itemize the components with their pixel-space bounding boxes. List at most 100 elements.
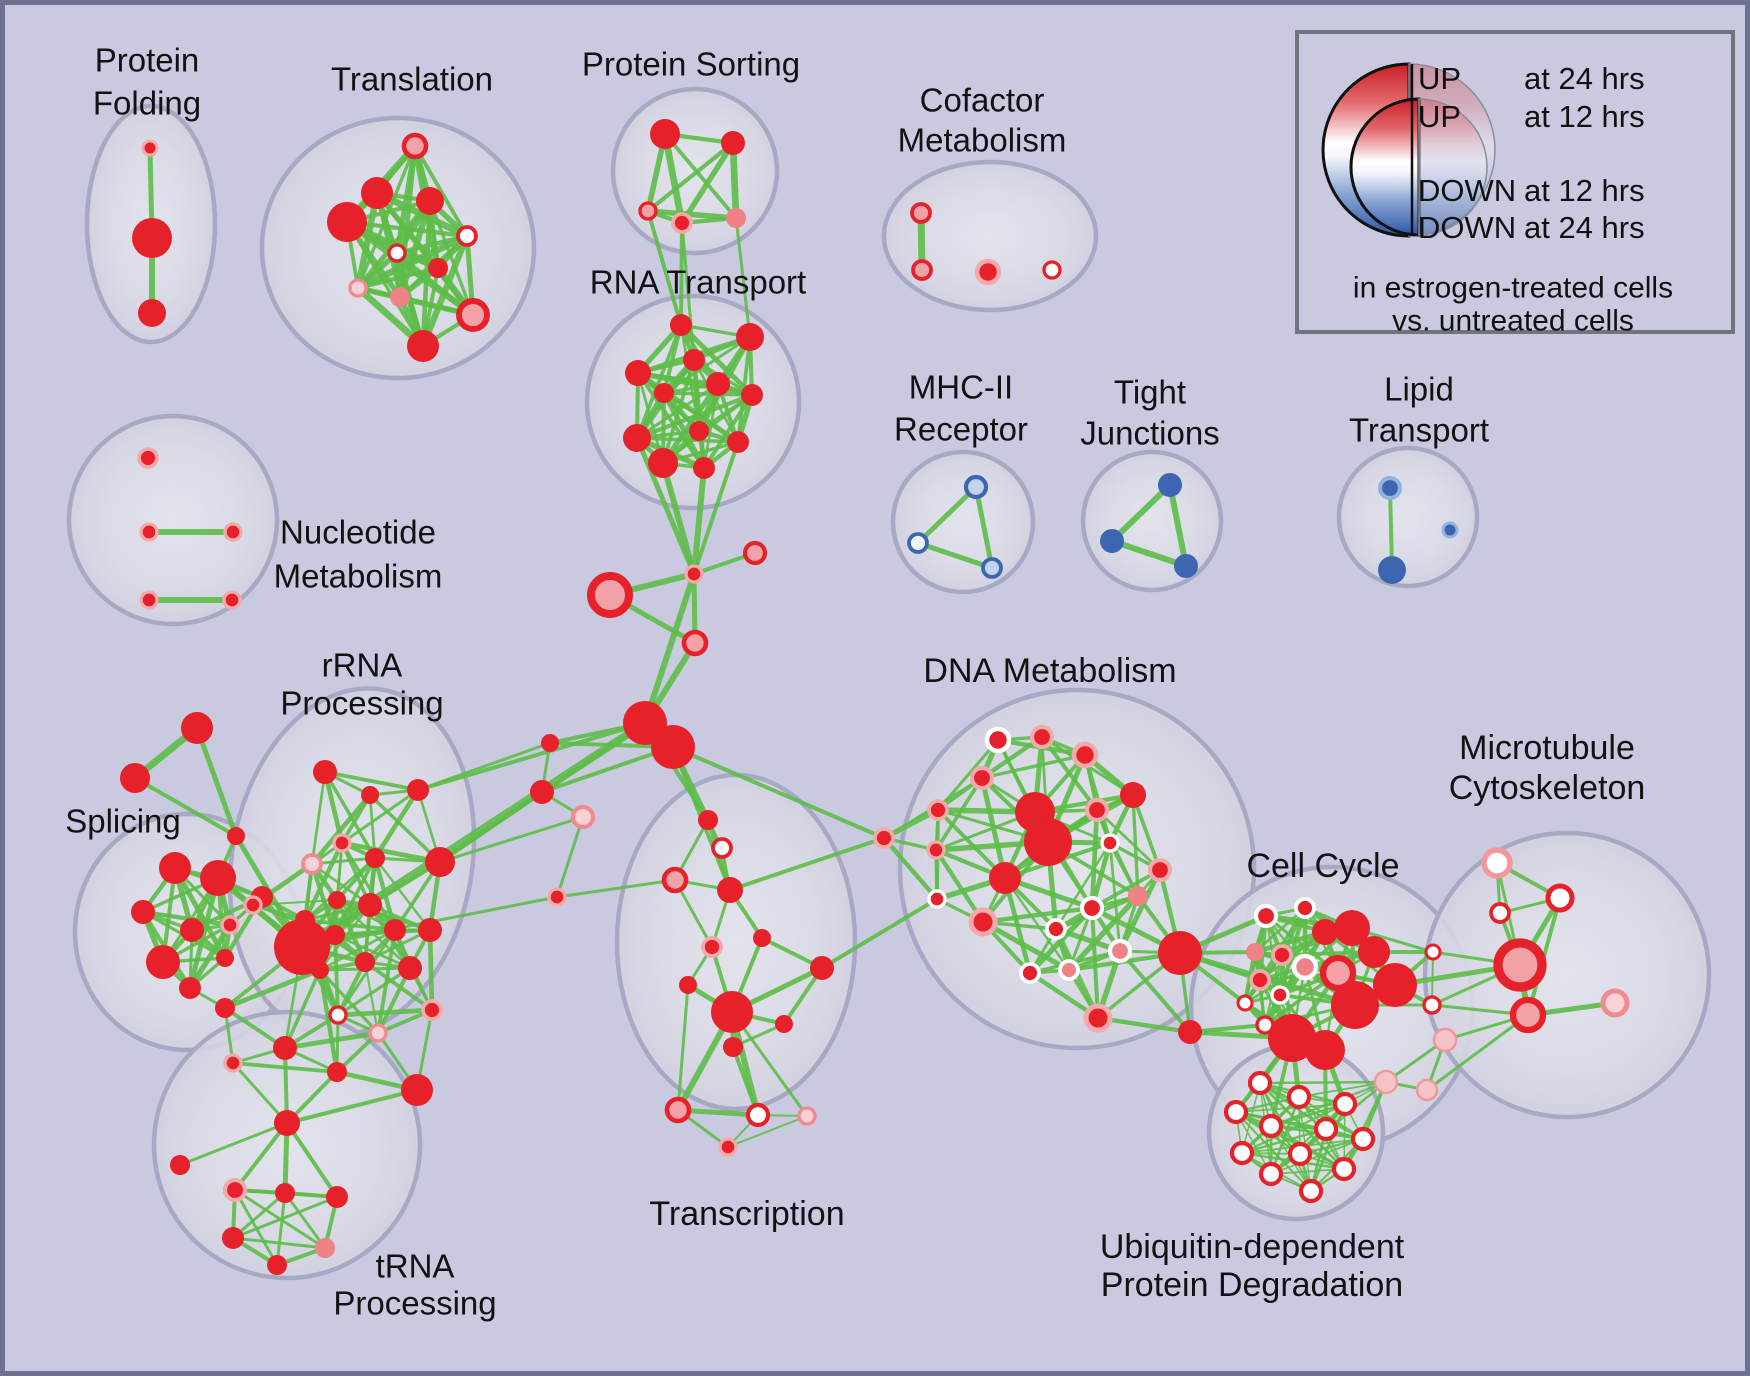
edge bbox=[1298, 1081, 1387, 1098]
cluster-label-c7: Tight bbox=[1114, 374, 1186, 411]
gene-set-node bbox=[325, 925, 345, 945]
gene-set-node bbox=[651, 725, 695, 769]
gene-set-node bbox=[301, 853, 323, 875]
edge bbox=[303, 918, 397, 932]
gene-set-node bbox=[1268, 1014, 1316, 1062]
edge bbox=[354, 232, 471, 292]
edge bbox=[1342, 1080, 1388, 1171]
gene-set-node bbox=[328, 1005, 348, 1025]
gene-set-node bbox=[587, 572, 633, 618]
edge bbox=[635, 323, 683, 440]
edge bbox=[540, 745, 675, 794]
edge bbox=[323, 770, 377, 860]
gene-set-node bbox=[698, 810, 718, 830]
cluster-labels: Protein Folding Translation Protein Sorting… bbox=[65, 42, 1645, 1322]
edge bbox=[231, 1191, 287, 1240]
cluster-label-c6: MHC-II bbox=[909, 369, 1013, 406]
gene-set-node bbox=[390, 287, 410, 307]
cluster-label-c12: Processing bbox=[333, 1285, 496, 1322]
gene-set-node bbox=[275, 1183, 295, 1203]
edge bbox=[1299, 1081, 1387, 1155]
gene-set-node bbox=[222, 1227, 244, 1249]
edge bbox=[645, 140, 736, 214]
gene-set-node bbox=[348, 278, 368, 298]
gene-set-node bbox=[1100, 529, 1124, 553]
gene-set-node bbox=[1441, 521, 1459, 539]
gene-set-node bbox=[1545, 883, 1575, 913]
cluster-label-c17: Ubiquitin-dependent bbox=[1100, 1228, 1405, 1266]
edge bbox=[231, 1195, 339, 1240]
gene-set-node bbox=[1270, 985, 1290, 1005]
gene-set-node bbox=[1258, 1113, 1284, 1139]
gene-set-node bbox=[664, 1096, 692, 1124]
gene-set-node bbox=[267, 1255, 287, 1275]
edge bbox=[428, 199, 475, 317]
cluster-bubble-c7 bbox=[1080, 449, 1224, 593]
edge bbox=[194, 725, 239, 839]
gene-set-node bbox=[873, 827, 895, 849]
cluster-label-c17: Protein Degradation bbox=[1101, 1266, 1403, 1304]
gene-set-node bbox=[727, 431, 749, 453]
legend-direction-label: UP bbox=[1418, 61, 1461, 96]
edge bbox=[1054, 841, 1112, 931]
gene-set-node bbox=[963, 474, 989, 500]
gene-set-node bbox=[1258, 1161, 1284, 1187]
gene-set-node bbox=[910, 202, 932, 224]
gene-set-node bbox=[139, 522, 159, 542]
gene-set-node bbox=[315, 1238, 335, 1258]
edge bbox=[915, 484, 979, 546]
gene-set-node bbox=[706, 372, 730, 396]
gene-set-node bbox=[718, 1137, 738, 1157]
edge bbox=[980, 905, 1095, 925]
edge bbox=[340, 788, 420, 845]
gene-set-node bbox=[398, 956, 422, 980]
edge bbox=[1109, 538, 1189, 569]
edge bbox=[187, 922, 233, 991]
gene-set-node bbox=[137, 447, 159, 469]
legend-direction-label: DOWN bbox=[1418, 210, 1516, 245]
edge bbox=[318, 968, 380, 1035]
edge bbox=[187, 875, 221, 991]
gene-set-node bbox=[361, 177, 393, 209]
gene-set-node bbox=[547, 887, 567, 907]
edge bbox=[1270, 1168, 1345, 1175]
gene-set-node bbox=[736, 323, 764, 351]
edge bbox=[133, 776, 238, 838]
gene-set-node bbox=[638, 201, 658, 221]
edge bbox=[661, 390, 707, 471]
gene-set-node bbox=[989, 862, 1021, 894]
gene-set-node bbox=[179, 977, 201, 999]
gene-set-node bbox=[1481, 847, 1513, 879]
gene-set-node bbox=[1294, 897, 1316, 919]
edge bbox=[1269, 1080, 1388, 1128]
gene-set-node bbox=[1350, 1126, 1376, 1152]
gene-set-node bbox=[456, 298, 490, 332]
edge bbox=[233, 1121, 289, 1192]
gene-set-node bbox=[570, 804, 596, 830]
gene-set-node bbox=[1424, 943, 1442, 961]
gene-set-node bbox=[180, 918, 204, 942]
gene-set-node bbox=[421, 999, 443, 1021]
edge bbox=[734, 216, 752, 339]
gene-set-node bbox=[683, 349, 705, 371]
gene-set-node bbox=[711, 837, 733, 859]
gene-set-node bbox=[1247, 1070, 1273, 1096]
edge bbox=[645, 208, 739, 221]
edge bbox=[1117, 948, 1193, 1035]
gene-set-node bbox=[1019, 962, 1041, 984]
gene-set-node bbox=[223, 522, 243, 542]
edge bbox=[427, 927, 435, 1013]
gene-set-node bbox=[200, 860, 236, 896]
gene-set-node bbox=[243, 895, 263, 915]
gene-set-node bbox=[670, 314, 692, 336]
gene-set-node bbox=[1178, 1020, 1202, 1044]
gene-set-node bbox=[1249, 969, 1271, 991]
gene-set-node bbox=[968, 907, 998, 937]
gene-set-node bbox=[326, 1186, 348, 1208]
edge bbox=[915, 540, 995, 571]
gene-set-node bbox=[742, 540, 768, 566]
legend-box bbox=[1295, 30, 1735, 334]
edge bbox=[413, 144, 469, 238]
edge bbox=[333, 933, 340, 1017]
